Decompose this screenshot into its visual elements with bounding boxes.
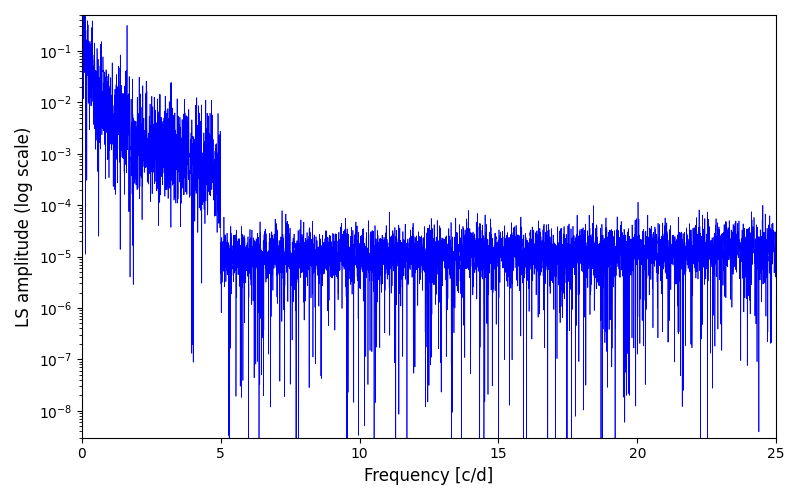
Y-axis label: LS amplitude (log scale): LS amplitude (log scale) [15, 126, 33, 326]
X-axis label: Frequency [c/d]: Frequency [c/d] [364, 467, 494, 485]
